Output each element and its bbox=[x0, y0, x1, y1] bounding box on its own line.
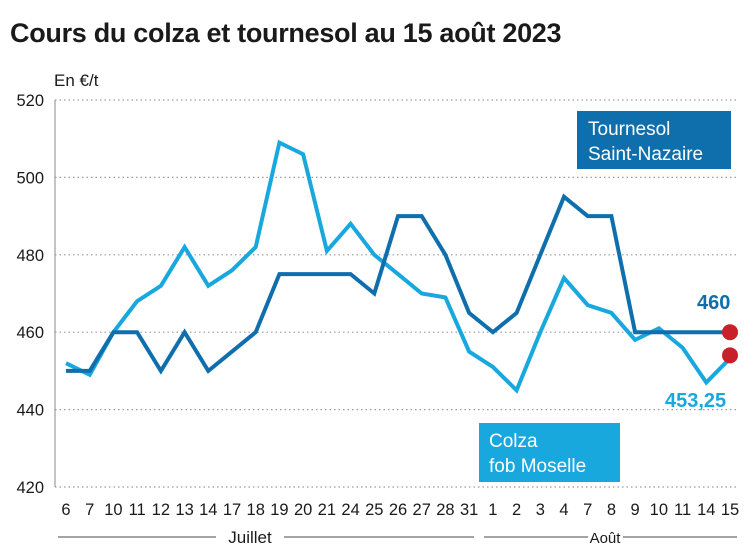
legend-colza-box bbox=[479, 423, 620, 482]
y-tick-label: 520 bbox=[16, 92, 44, 110]
x-tick-label: 1 bbox=[488, 501, 497, 519]
x-axis: 6 7 10 11 12 13 14 17 18 19 20 21 24 25 26 27 28 31 1 2 3 4 7 8… bbox=[61, 501, 739, 519]
x-tick-label: 9 bbox=[631, 501, 640, 519]
legend-colza-line1: Colza bbox=[489, 431, 538, 452]
x-tick-label: 4 bbox=[559, 501, 568, 519]
x-tick-label: 8 bbox=[607, 501, 616, 519]
x-tick-label: 10 bbox=[104, 501, 122, 519]
month-axis: Juillet Août bbox=[58, 528, 737, 547]
x-tick-label: 14 bbox=[697, 501, 715, 519]
colza-end-label: 453,25 bbox=[665, 390, 726, 412]
x-tick-label: 14 bbox=[199, 501, 217, 519]
x-tick-label: 31 bbox=[460, 501, 478, 519]
month-label-aout: Août bbox=[590, 530, 622, 547]
x-tick-label: 26 bbox=[389, 501, 407, 519]
y-tick-label: 480 bbox=[16, 247, 44, 265]
series-group bbox=[65, 139, 732, 394]
y-tick-label: 460 bbox=[16, 324, 44, 342]
tournesol-line bbox=[66, 193, 730, 375]
x-tick-label: 28 bbox=[436, 501, 454, 519]
legend-tournesol-line2: Saint-Nazaire bbox=[588, 144, 703, 165]
x-tick-label: 15 bbox=[721, 501, 739, 519]
gridlines bbox=[54, 99, 737, 488]
x-tick-label: 11 bbox=[674, 501, 691, 519]
colza-line bbox=[65, 139, 732, 394]
month-label-juillet: Juillet bbox=[228, 528, 272, 547]
tournesol-end-marker bbox=[722, 324, 738, 341]
x-tick-label: 7 bbox=[583, 501, 592, 519]
x-tick-label: 11 bbox=[129, 501, 146, 519]
tournesol-end-label: 460 bbox=[697, 292, 730, 314]
x-tick-label: 24 bbox=[341, 501, 359, 519]
legend-tournesol-line1: Tournesol bbox=[588, 119, 670, 140]
legend-colza: Colza fob Moselle bbox=[479, 423, 620, 482]
chart-title: Cours du colza et tournesol au 15 août 2… bbox=[10, 18, 562, 48]
x-tick-label: 2 bbox=[512, 501, 521, 519]
x-tick-label: 18 bbox=[247, 501, 265, 519]
y-axis: En €/t 420 440 460 480 500 520 bbox=[16, 71, 98, 497]
x-tick-label: 3 bbox=[536, 501, 545, 519]
x-tick-label: 13 bbox=[175, 501, 193, 519]
x-tick-label: 17 bbox=[223, 501, 241, 519]
x-tick-label: 27 bbox=[413, 501, 431, 519]
x-tick-label: 7 bbox=[85, 501, 94, 519]
x-tick-label: 19 bbox=[270, 501, 288, 519]
end-markers bbox=[722, 324, 738, 364]
x-tick-label: 10 bbox=[650, 501, 668, 519]
legend-tournesol: Tournesol Saint-Nazaire bbox=[577, 111, 731, 169]
legend-tournesol-box bbox=[577, 111, 731, 169]
x-tick-label: 6 bbox=[61, 501, 70, 519]
y-tick-label: 440 bbox=[16, 402, 44, 420]
x-tick-label: 12 bbox=[152, 501, 170, 519]
x-tick-label: 20 bbox=[294, 501, 312, 519]
y-axis-label: En €/t bbox=[54, 71, 99, 90]
x-tick-label: 25 bbox=[365, 501, 383, 519]
x-tick-label: 21 bbox=[318, 501, 336, 519]
y-tick-label: 420 bbox=[16, 479, 44, 497]
legend-colza-line2: fob Moselle bbox=[489, 456, 586, 477]
colza-end-marker bbox=[722, 347, 738, 364]
y-tick-label: 500 bbox=[16, 169, 44, 187]
